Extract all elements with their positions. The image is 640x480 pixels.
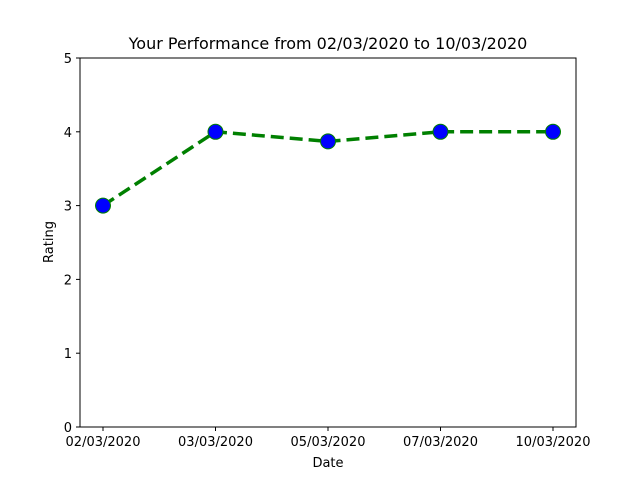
series-markers bbox=[95, 123, 561, 214]
data-point bbox=[95, 197, 111, 214]
data-point bbox=[432, 123, 449, 140]
y-tick-label: 3 bbox=[64, 200, 72, 215]
x-axis-ticks: 02/03/2020 03/03/2020 05/03/2020 07/03/2020… bbox=[66, 427, 591, 450]
x-tick-label: 02/03/2020 bbox=[66, 435, 141, 450]
data-point bbox=[320, 133, 336, 150]
y-tick-label: 0 bbox=[64, 421, 72, 436]
x-tick-label: 05/03/2020 bbox=[291, 435, 366, 450]
x-tick-label: 03/03/2020 bbox=[178, 435, 253, 450]
plot-area-frame bbox=[79, 57, 577, 428]
data-point bbox=[545, 123, 561, 140]
y-tick-label: 5 bbox=[64, 52, 72, 67]
y-tick-label: 4 bbox=[64, 126, 72, 141]
y-tick-label: 2 bbox=[64, 273, 72, 288]
x-tick-label: 10/03/2020 bbox=[516, 435, 591, 450]
chart-title: Your Performance from 02/03/2020 to 10/0… bbox=[128, 34, 528, 53]
x-axis-label: Date bbox=[312, 456, 343, 471]
data-point bbox=[207, 123, 224, 140]
y-axis-label: Rating bbox=[42, 221, 57, 263]
x-tick-label: 07/03/2020 bbox=[403, 435, 478, 450]
y-axis-ticks: 0 1 2 3 4 5 bbox=[64, 52, 80, 436]
y-tick-label: 1 bbox=[64, 347, 72, 362]
